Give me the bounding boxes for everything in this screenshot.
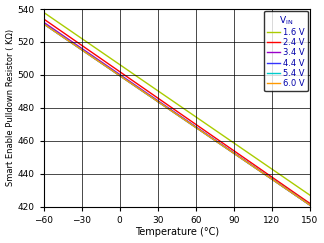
X-axis label: Temperature (°C): Temperature (°C) — [135, 227, 219, 237]
Legend: 1.6 V, 2.4 V, 3.4 V, 4.4 V, 5.4 V, 6.0 V: 1.6 V, 2.4 V, 3.4 V, 4.4 V, 5.4 V, 6.0 V — [264, 11, 308, 91]
Y-axis label: Smart Enable Pulldown Resistor ( KΩ): Smart Enable Pulldown Resistor ( KΩ) — [6, 29, 15, 186]
